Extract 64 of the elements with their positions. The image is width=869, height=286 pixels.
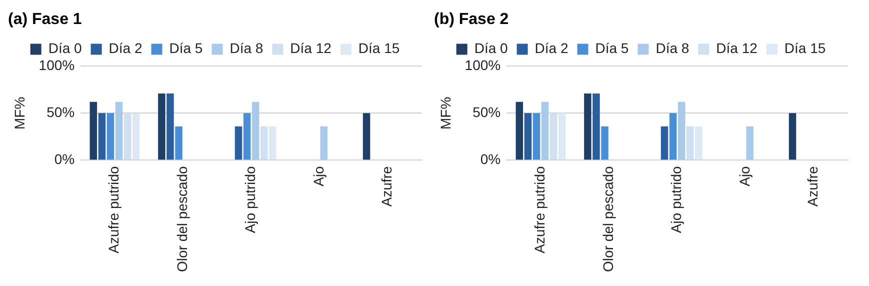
legend-label: Día 2 (108, 40, 142, 56)
bar (669, 113, 677, 160)
legend-label: Día 15 (784, 40, 826, 56)
legend-label: Día 5 (595, 40, 629, 56)
bar (558, 113, 566, 160)
bar (524, 113, 532, 160)
x-tick-label: Azufre (378, 166, 395, 207)
x-tick-label: Ajo (310, 166, 326, 186)
legend-label: Día 0 (474, 40, 508, 56)
x-tick-label: Azufre putrido (106, 166, 122, 254)
y-tick-label: 100% (38, 57, 75, 74)
chart-title: (a) Fase 1 (8, 11, 82, 28)
bar (132, 113, 140, 160)
bar (158, 93, 166, 160)
bar (243, 113, 251, 160)
bar (788, 113, 796, 160)
bar (541, 102, 549, 160)
legend-label: Día 12 (290, 40, 332, 56)
bar (175, 126, 182, 160)
bar (124, 113, 132, 160)
bar (98, 113, 106, 160)
legend-label: Día 0 (48, 40, 82, 56)
bar (166, 93, 174, 160)
bar (532, 113, 540, 160)
x-tick-label: Olor del pescado (174, 166, 190, 272)
bar (260, 126, 268, 160)
bar (90, 102, 98, 160)
x-tick-label: Azufre putrido (532, 166, 548, 254)
bar (678, 102, 686, 160)
bar (362, 113, 370, 160)
y-tick-label: 50% (472, 104, 501, 120)
y-tick-label: 50% (46, 104, 75, 120)
y-tick-label: 0% (54, 151, 75, 168)
x-tick-label: Olor del pescado (600, 166, 616, 272)
bar (516, 102, 524, 160)
bar (695, 126, 702, 160)
x-tick-label: Ajo putrido (242, 166, 258, 234)
bar (686, 126, 694, 160)
legend-label: Día 2 (534, 40, 568, 56)
bar (106, 113, 114, 160)
legend-label: Día 12 (716, 40, 758, 56)
bar (115, 102, 123, 160)
legend-label: Día 5 (169, 40, 203, 56)
y-axis-title: MF% (11, 96, 28, 130)
bar (592, 93, 600, 160)
y-tick-label: 0% (480, 151, 501, 168)
bar (269, 126, 276, 160)
bar (601, 126, 608, 160)
x-tick-label: Ajo putrido (668, 166, 684, 234)
x-tick-label: Ajo (736, 166, 752, 186)
bar (550, 113, 558, 160)
legend-label: Día 8 (656, 40, 690, 56)
bar (252, 102, 260, 160)
bar (746, 126, 754, 160)
legend-label: Día 8 (230, 40, 264, 56)
y-tick-label: 100% (464, 57, 501, 74)
x-tick-label: Azufre (804, 166, 821, 207)
bar (584, 93, 592, 160)
y-axis-title: MF% (437, 96, 454, 130)
bar (320, 126, 328, 160)
legend-label: Día 15 (358, 40, 400, 56)
bar (660, 126, 668, 160)
chart-title: (b) Fase 2 (434, 11, 509, 28)
bar (234, 126, 242, 160)
